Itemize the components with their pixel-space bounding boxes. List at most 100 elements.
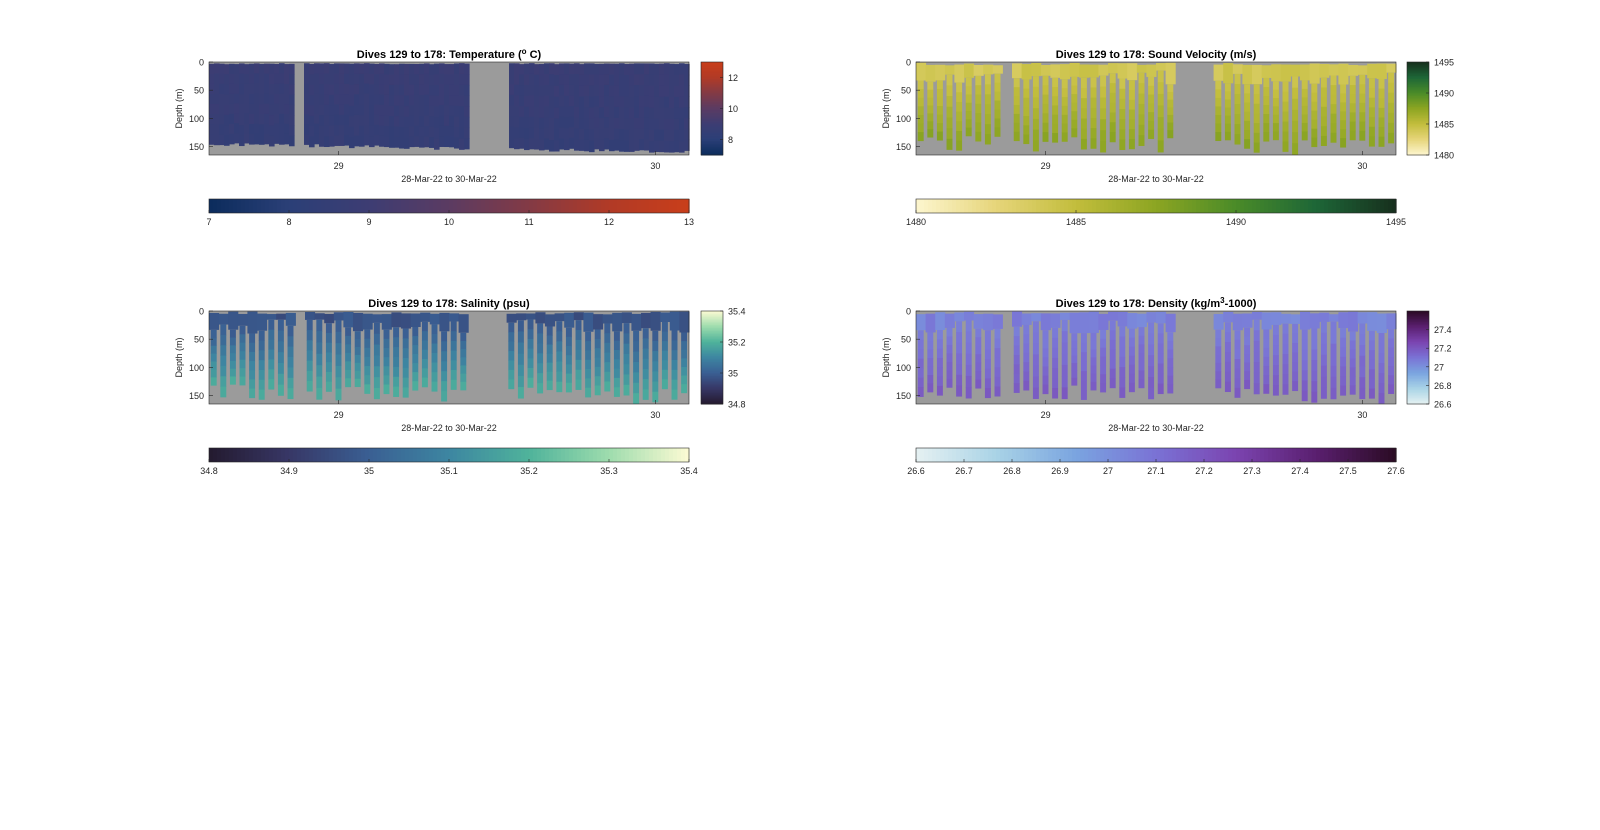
bottom-colorbar: 26.6 26.7 26.8 26.9 27 27.1 27.2 27.3 27.4 27.5 27… — [907, 447, 1405, 476]
profile-cell — [441, 351, 448, 362]
data-cell — [314, 113, 320, 125]
colorbar-step — [1407, 119, 1429, 122]
profile-cell — [1244, 345, 1251, 355]
colorbar-step — [1132, 448, 1137, 462]
colorbar-step — [1407, 74, 1429, 77]
data-cell — [399, 74, 405, 86]
colorbar-step — [1092, 199, 1097, 213]
profile-cell — [210, 369, 217, 378]
axes-box — [208, 310, 690, 405]
colorbar-step — [1344, 199, 1349, 213]
profile-cell — [1263, 96, 1270, 106]
data-cell — [344, 134, 350, 146]
data-cell — [424, 105, 430, 116]
profile-cell — [239, 359, 246, 369]
profile-cell — [220, 386, 227, 398]
profile-cell — [642, 338, 649, 349]
profile-cell — [402, 387, 409, 398]
data-cell — [214, 93, 220, 105]
profile-cell — [975, 328, 982, 338]
data-cell — [454, 126, 460, 138]
data-cell — [244, 83, 250, 95]
data-cell — [284, 113, 290, 125]
data-cell — [279, 73, 285, 84]
profile-cell — [1052, 114, 1059, 125]
surface-cell — [228, 311, 239, 330]
data-cell — [434, 106, 440, 118]
colorbar-step — [1324, 199, 1329, 213]
data-cell — [324, 115, 330, 127]
data-cell — [419, 95, 425, 106]
data-cell — [409, 126, 415, 137]
data-cell — [264, 63, 270, 75]
colorbar-step — [325, 199, 330, 213]
profile-cell — [652, 330, 659, 342]
profile-cell — [1061, 79, 1068, 89]
colorbar-tick-label: 26.6 — [1434, 400, 1452, 410]
colorbar-tick-label: 1490 — [1434, 89, 1454, 99]
colorbar-step — [449, 448, 454, 462]
surface-cell — [1357, 65, 1368, 75]
profile-cell — [546, 335, 553, 345]
profile-cell — [1340, 366, 1347, 377]
colorbar-step — [1172, 448, 1177, 462]
data-cell — [514, 138, 520, 150]
profile-cell — [1061, 105, 1068, 116]
data-cell — [309, 95, 315, 106]
colorbar-step — [1407, 133, 1429, 136]
profile-cell — [1100, 141, 1107, 153]
profile-cell — [1138, 379, 1145, 389]
data-cell — [579, 128, 585, 141]
colorbar-step — [1064, 199, 1069, 213]
profile-cell — [1282, 333, 1289, 345]
profile-cell — [345, 335, 352, 345]
colorbar-step — [1296, 199, 1301, 213]
colorbar-step — [625, 199, 630, 213]
colorbar-step — [1136, 448, 1141, 462]
colorbar-step — [313, 448, 318, 462]
colorbar-step — [401, 448, 406, 462]
profile-cell — [565, 355, 572, 365]
surface-cell — [449, 313, 460, 322]
profile-cell — [1215, 354, 1222, 364]
colorbar-step — [653, 448, 658, 462]
profile-cell — [927, 366, 934, 376]
surface-cell — [1146, 312, 1157, 323]
data-cell — [594, 127, 600, 139]
profile-cell — [1080, 361, 1087, 372]
profile-cell — [1032, 140, 1039, 152]
profile-cell — [565, 364, 572, 375]
profile-cell — [1167, 91, 1174, 101]
data-cell — [319, 115, 325, 127]
data-cell — [219, 63, 225, 75]
colorbar-step — [289, 448, 294, 462]
colorbar-step — [505, 448, 510, 462]
profile-cell — [508, 332, 515, 342]
colorbar-step — [1407, 390, 1429, 393]
profile-cell — [1090, 87, 1097, 99]
profile-cell — [1157, 383, 1164, 395]
colorbar-step — [465, 199, 470, 213]
profile-cell — [1023, 125, 1030, 135]
data-cell — [229, 103, 235, 115]
profile-cell — [965, 127, 972, 137]
data-cell — [409, 136, 415, 148]
profile-cell — [1061, 132, 1068, 142]
data-cell — [429, 137, 435, 148]
colorbar-step — [209, 448, 214, 462]
data-cell — [534, 127, 540, 139]
profile-cell — [421, 377, 428, 388]
data-cell — [644, 139, 650, 151]
profile-cell — [229, 337, 236, 346]
colorbar-step — [297, 448, 302, 462]
profile-cell — [383, 338, 390, 349]
colorbar-step — [1284, 448, 1289, 462]
profile-cell — [335, 388, 342, 401]
colorbar-step — [281, 199, 286, 213]
data-cell — [224, 104, 230, 116]
colorbar-step — [701, 133, 723, 136]
data-cell — [439, 63, 445, 75]
colorbar-step — [1156, 448, 1161, 462]
colorbar-step — [653, 199, 658, 213]
